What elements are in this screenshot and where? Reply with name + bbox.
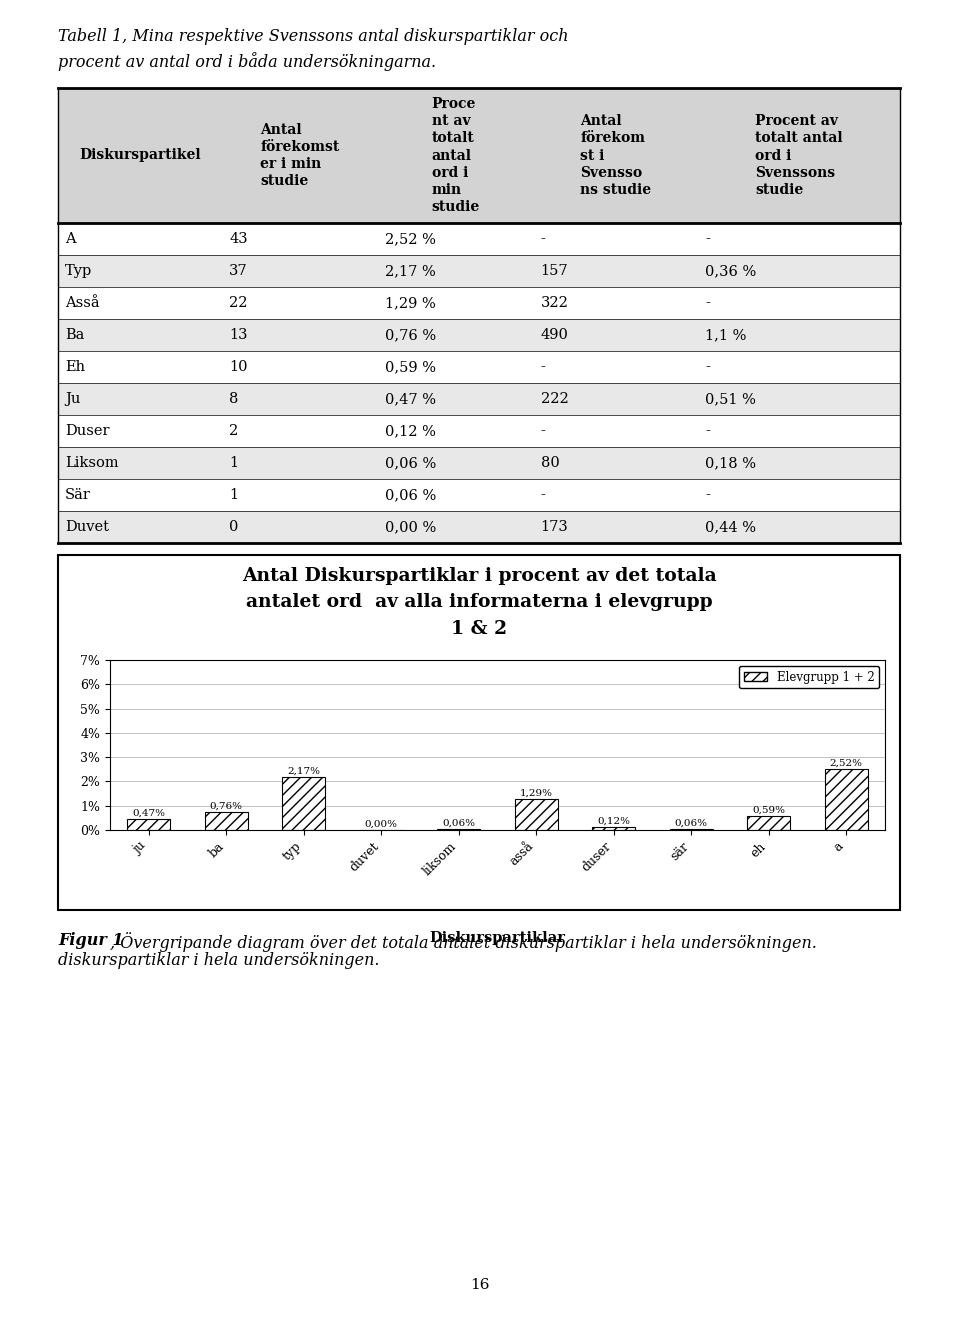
Bar: [58, 352, 900, 383]
Text: 1 & 2: 1 & 2: [451, 620, 507, 637]
Bar: [58, 479, 900, 511]
Text: 0,76 %: 0,76 %: [385, 328, 436, 342]
Text: Liksom: Liksom: [65, 456, 119, 470]
Text: Figur 1: Figur 1: [58, 932, 124, 950]
Text: A: A: [65, 232, 76, 246]
Bar: [515, 798, 558, 830]
Bar: [670, 828, 712, 830]
Text: 2,17 %: 2,17 %: [385, 263, 436, 278]
Text: 0: 0: [229, 520, 239, 533]
Text: 0,59%: 0,59%: [753, 806, 785, 814]
Text: -: -: [705, 489, 709, 502]
Text: 2,52%: 2,52%: [829, 759, 863, 768]
Text: 2,17%: 2,17%: [287, 766, 321, 776]
Bar: [58, 319, 900, 352]
Bar: [592, 827, 636, 830]
Text: 0,51 %: 0,51 %: [705, 392, 756, 406]
Text: 0,18 %: 0,18 %: [705, 456, 756, 470]
Text: Proce
nt av
totalt
antal
ord i
min
studie: Proce nt av totalt antal ord i min studi…: [432, 96, 480, 215]
Text: -: -: [540, 424, 545, 439]
Text: Diskurspartikel: Diskurspartikel: [80, 149, 201, 162]
Text: 0,36 %: 0,36 %: [705, 263, 756, 278]
Text: 13: 13: [229, 328, 248, 342]
Text: 322: 322: [540, 296, 568, 309]
Text: 0,59 %: 0,59 %: [385, 360, 436, 374]
Text: Antal
förekomst
er i min
studie: Antal förekomst er i min studie: [260, 122, 340, 188]
Text: 22: 22: [229, 296, 248, 309]
Text: 0,06%: 0,06%: [675, 818, 708, 827]
Bar: [825, 769, 868, 830]
Bar: [58, 223, 900, 255]
Bar: [128, 819, 170, 830]
Text: 222: 222: [540, 392, 568, 406]
X-axis label: Diskurspartiklar: Diskurspartiklar: [429, 931, 565, 944]
Text: -: -: [705, 232, 709, 246]
Text: 0,06%: 0,06%: [443, 818, 475, 827]
Text: 1,29%: 1,29%: [519, 789, 553, 798]
Bar: [58, 554, 900, 910]
Bar: [58, 383, 900, 415]
Text: 0,47 %: 0,47 %: [385, 392, 436, 406]
Text: -: -: [705, 360, 709, 374]
Text: 37: 37: [229, 263, 248, 278]
Text: 0,00 %: 0,00 %: [385, 520, 436, 533]
Text: 0,00%: 0,00%: [365, 819, 397, 828]
Text: diskurspartiklar i hela undersökningen.: diskurspartiklar i hela undersökningen.: [58, 952, 379, 969]
Text: 490: 490: [540, 328, 568, 342]
Bar: [438, 828, 480, 830]
Text: Antal Diskurspartiklar i procent av det totala: Antal Diskurspartiklar i procent av det …: [242, 568, 716, 585]
Text: 80: 80: [540, 456, 560, 470]
Text: 0,06 %: 0,06 %: [385, 489, 436, 502]
Text: 1,29 %: 1,29 %: [385, 296, 436, 309]
Bar: [58, 287, 900, 319]
Text: -: -: [540, 489, 545, 502]
Text: 10: 10: [229, 360, 248, 374]
Bar: [282, 777, 325, 830]
Text: 0,12 %: 0,12 %: [385, 424, 436, 439]
Text: 0,12%: 0,12%: [597, 817, 631, 826]
Text: 1: 1: [229, 456, 238, 470]
Text: Sär: Sär: [65, 489, 91, 502]
Text: Antal
förekom
st i
Svensso
ns studie: Antal förekom st i Svensso ns studie: [580, 113, 652, 198]
Text: , Övergripande diagram över det totala antalet diskurspartiklar i hela undersökn: , Övergripande diagram över det totala a…: [110, 932, 817, 952]
Text: 157: 157: [540, 263, 568, 278]
Text: 0,47%: 0,47%: [132, 809, 165, 818]
Text: 43: 43: [229, 232, 248, 246]
Text: 1: 1: [229, 489, 238, 502]
Legend: Elevgrupp 1 + 2: Elevgrupp 1 + 2: [739, 666, 879, 689]
Text: 8: 8: [229, 392, 239, 406]
Text: 173: 173: [540, 520, 568, 533]
Text: 0,06 %: 0,06 %: [385, 456, 436, 470]
Text: 2: 2: [229, 424, 238, 439]
Text: Procent av
totalt antal
ord i
Svenssons
studie: Procent av totalt antal ord i Svenssons …: [756, 113, 843, 198]
Bar: [58, 415, 900, 446]
Text: -: -: [705, 424, 709, 439]
Bar: [58, 255, 900, 287]
Text: antalet ord  av alla informaterna i elevgrupp: antalet ord av alla informaterna i elevg…: [246, 593, 712, 611]
Text: -: -: [540, 232, 545, 246]
Text: Duser: Duser: [65, 424, 109, 439]
Text: procent av antal ord i båda undersökningarna.: procent av antal ord i båda undersökning…: [58, 51, 436, 71]
Text: 16: 16: [470, 1277, 490, 1292]
Text: Ba: Ba: [65, 328, 84, 342]
Text: 0,76%: 0,76%: [209, 801, 243, 810]
Bar: [748, 815, 790, 830]
Bar: [204, 811, 248, 830]
Text: Asså: Asså: [65, 296, 100, 309]
Text: Eh: Eh: [65, 360, 85, 374]
Text: Typ: Typ: [65, 263, 92, 278]
Text: 1,1 %: 1,1 %: [705, 328, 746, 342]
Bar: [58, 511, 900, 543]
Text: Tabell 1, Mina respektive Svenssons antal diskurspartiklar och: Tabell 1, Mina respektive Svenssons anta…: [58, 28, 568, 45]
Bar: [58, 88, 900, 223]
Text: Ju: Ju: [65, 392, 81, 406]
Text: -: -: [540, 360, 545, 374]
Bar: [58, 446, 900, 479]
Text: -: -: [705, 296, 709, 309]
Text: 0,44 %: 0,44 %: [705, 520, 756, 533]
Text: 2,52 %: 2,52 %: [385, 232, 436, 246]
Text: Duvet: Duvet: [65, 520, 109, 533]
